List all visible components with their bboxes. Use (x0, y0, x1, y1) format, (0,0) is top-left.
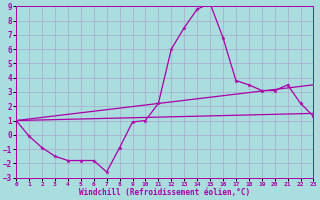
X-axis label: Windchill (Refroidissement éolien,°C): Windchill (Refroidissement éolien,°C) (79, 188, 250, 197)
